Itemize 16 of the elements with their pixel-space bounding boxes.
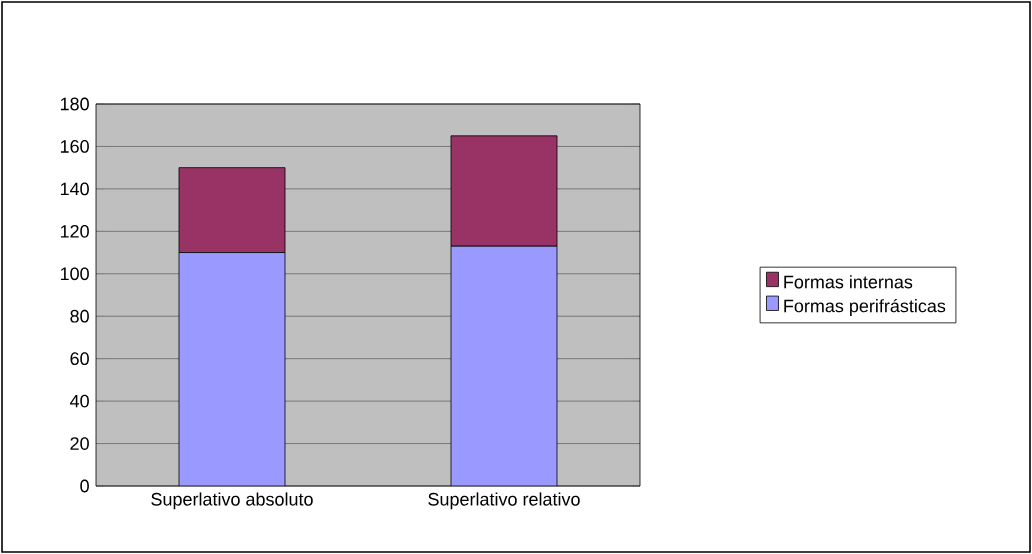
y-tick-label: 80 [70, 309, 89, 323]
y-tick-label: 40 [70, 394, 89, 408]
legend-label: Formas internas [784, 275, 913, 289]
bar [178, 252, 286, 486]
bar [450, 245, 558, 486]
x-tick-label: Superlativo absoluto [151, 492, 313, 510]
y-tick-label: 120 [60, 224, 89, 238]
y-tick-label: 160 [60, 140, 89, 153]
y-tick-label: 180 [60, 97, 89, 111]
x-tick-label: Superlativo relativo [428, 492, 580, 510]
legend-label: Formas perifrásticas [784, 298, 946, 316]
y-tick-label: 140 [60, 182, 89, 196]
y-tick-label: 60 [70, 352, 89, 366]
y-tick-label: 100 [60, 267, 89, 281]
y-tick-label: 20 [70, 437, 89, 450]
y-tick-label: 0 [80, 479, 89, 493]
